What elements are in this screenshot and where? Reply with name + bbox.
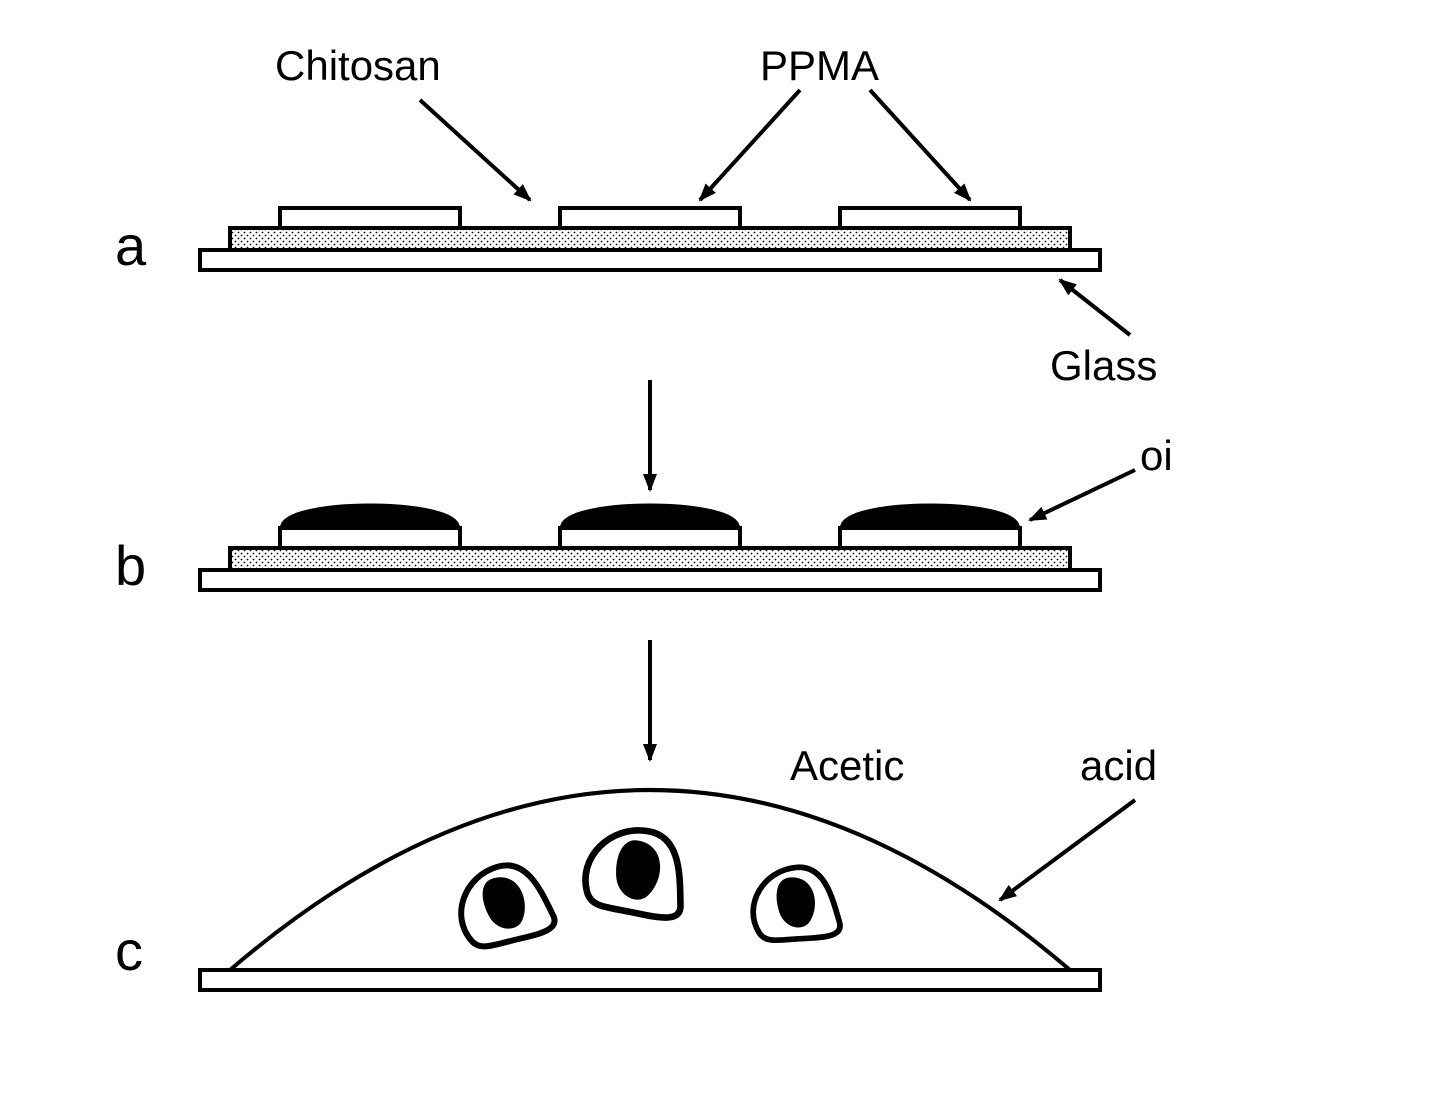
arrow-ppma-2 (870, 90, 970, 200)
arrow-oil (1030, 470, 1135, 520)
label-acetic: Acetic (790, 742, 904, 789)
panel-a-glass (200, 250, 1100, 270)
label-ppma: PPMA (760, 42, 879, 89)
label-chitosan: Chitosan (275, 42, 441, 89)
panel-b-oil-1 (562, 506, 738, 529)
label-oil: oi (1140, 432, 1173, 479)
panel-c-blob-1 (581, 822, 693, 921)
panel-c-blob-0 (451, 856, 557, 952)
arrow-ppma-1 (700, 90, 800, 200)
panel-b-chitosan (230, 548, 1070, 570)
panel-b-oil-0 (282, 506, 458, 529)
arrow-acid (1000, 800, 1135, 900)
panel-a-ppma-2 (840, 208, 1020, 228)
panel-a-chitosan (230, 228, 1070, 250)
label-glass: Glass (1050, 342, 1157, 389)
label-acid: acid (1080, 742, 1157, 789)
panel-b-ppma-0 (280, 528, 460, 548)
panel-label-b: b (115, 534, 146, 597)
panel-b-oil-2 (842, 506, 1018, 529)
panel-a-ppma-0 (280, 208, 460, 228)
panel-c-blob-2 (749, 864, 840, 943)
arrow-chitosan (420, 100, 530, 200)
panel-c-glass (200, 970, 1100, 990)
panel-b-ppma-1 (560, 528, 740, 548)
arrow-glass (1060, 280, 1130, 335)
panel-label-a: a (115, 214, 147, 277)
panel-a-ppma-1 (560, 208, 740, 228)
panel-b-glass (200, 570, 1100, 590)
panel-label-c: c (115, 919, 143, 982)
panel-b-ppma-2 (840, 528, 1020, 548)
